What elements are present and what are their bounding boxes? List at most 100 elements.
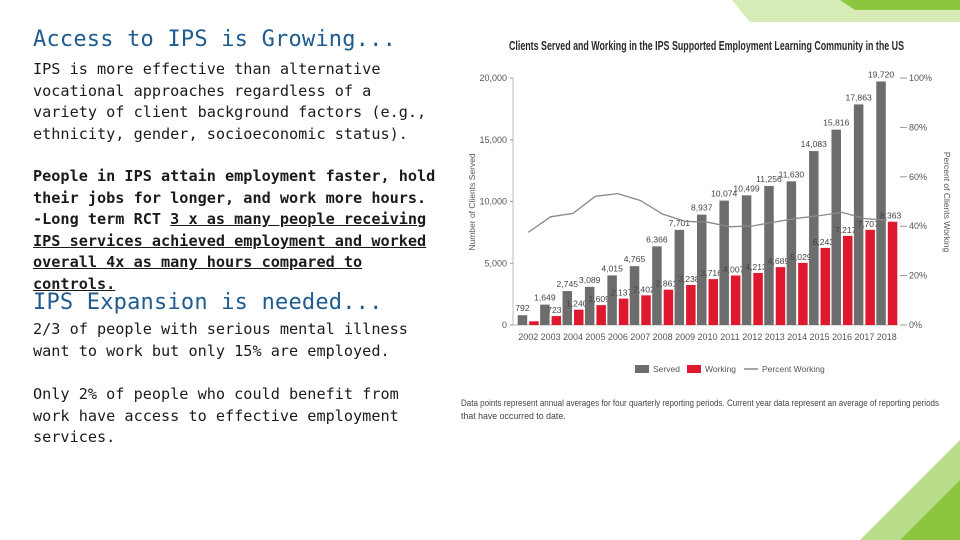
bar-working — [574, 309, 584, 325]
bar-working — [708, 279, 718, 325]
bar-served — [584, 286, 595, 325]
data-label-served: 11,630 — [779, 169, 805, 179]
y2-tick-label: 100% — [909, 73, 932, 83]
x-tick-label: 2004 — [563, 332, 583, 342]
bar-working — [887, 221, 898, 325]
data-label-working: 5,029 — [790, 252, 812, 262]
bar-working — [820, 247, 831, 325]
data-label-working: 7,217 — [835, 225, 857, 235]
data-label-served: 7,701 — [669, 218, 691, 228]
bar-served — [809, 151, 819, 325]
y-tick-label: 5,000 — [484, 258, 507, 268]
bar-working — [663, 289, 674, 325]
top-right-decoration — [732, 0, 960, 22]
x-tick-label: 2002 — [518, 332, 538, 342]
x-tick-label: 2006 — [608, 332, 628, 342]
y-tick-label: 10,000 — [479, 197, 507, 207]
data-label-working: 3,238 — [678, 274, 700, 284]
heading-expansion: IPS Expansion is needed... — [33, 290, 383, 315]
x-tick-label: 2018 — [877, 332, 897, 342]
bar-working — [730, 275, 741, 325]
bottom-right-decoration — [860, 440, 960, 540]
paragraph-outcomes: People in IPS attain employment faster, … — [33, 166, 443, 295]
heading-access: Access to IPS is Growing... — [33, 27, 397, 52]
data-label-working: 1,609 — [588, 294, 610, 304]
bar-working — [865, 229, 875, 325]
x-tick-label: 2005 — [585, 332, 605, 342]
x-tick-label: 2015 — [810, 332, 830, 342]
y2-tick-label: 60% — [909, 172, 927, 182]
bar-served — [607, 275, 617, 325]
data-label-working: 2,861 — [656, 279, 678, 289]
paragraph-effectiveness: IPS is more effective than alternative v… — [33, 60, 427, 143]
data-label-served: 11,256 — [756, 174, 782, 184]
x-tick-label: 2011 — [720, 332, 739, 342]
outcomes-bold-text: People in IPS attain employment faster, … — [33, 167, 436, 207]
x-tick-label: 2009 — [675, 332, 695, 342]
bar-working — [551, 316, 562, 325]
y-axis-title: Number of Clients Served — [467, 153, 477, 251]
y-tick-label: 20,000 — [479, 73, 507, 83]
y2-tick-label: 0% — [909, 320, 922, 330]
paragraph-access: Only 2% of people who could benefit from… — [33, 385, 399, 446]
y2-axis-title: Percent of Clients Working — [942, 152, 952, 253]
bar-working — [596, 305, 606, 325]
y2-tick-label: 20% — [909, 271, 927, 281]
bar-served — [831, 129, 841, 325]
bar-served — [629, 266, 640, 325]
data-label-served: 792 — [515, 303, 530, 313]
bar-served — [697, 214, 707, 325]
bar-served — [562, 291, 573, 325]
x-tick-label: 2013 — [765, 332, 785, 342]
bar-served — [517, 315, 528, 325]
line-percent-working — [527, 192, 887, 233]
x-tick-label: 2003 — [541, 332, 561, 342]
y-tick-label: 0 — [502, 320, 507, 330]
data-label-served: 14,083 — [801, 139, 828, 149]
data-label-working: 6,243 — [813, 237, 835, 247]
bar-working — [529, 321, 539, 325]
bar-served — [652, 246, 662, 325]
bar-served — [876, 81, 886, 325]
bar-served — [853, 104, 864, 325]
x-tick-label: 2007 — [630, 332, 650, 342]
data-label-working: 2,137 — [611, 288, 633, 298]
y-tick-label: 15,000 — [479, 135, 507, 145]
data-label-served: 10,074 — [711, 189, 738, 199]
data-label-working: 4,007 — [723, 265, 745, 275]
y2-tick-label: 40% — [909, 221, 927, 231]
data-label-served: 8,937 — [691, 203, 713, 213]
y2-tick-label: 80% — [909, 122, 927, 132]
bar-served — [764, 185, 774, 325]
data-label-served: 2,745 — [557, 279, 579, 289]
data-label-working: 4,213 — [745, 262, 767, 272]
bar-working — [753, 272, 763, 325]
legend-swatch-served — [635, 365, 649, 373]
bar-working — [641, 295, 651, 325]
x-tick-label: 2012 — [742, 332, 762, 342]
x-tick-label: 2016 — [832, 332, 852, 342]
data-label-working: 7,707 — [857, 219, 879, 229]
data-label-working: 3,716 — [700, 268, 722, 278]
bar-working — [842, 235, 853, 325]
legend-label-working: Working — [705, 364, 736, 374]
data-label-served: 17,863 — [845, 92, 872, 102]
x-tick-label: 2017 — [854, 332, 874, 342]
data-label-working: 8,363 — [880, 211, 902, 221]
ips-chart: Clients Served and Working in the IPS Su… — [461, 39, 952, 421]
bar-served — [741, 195, 752, 325]
bar-served — [786, 181, 797, 325]
x-tick-label: 2008 — [653, 332, 673, 342]
bar-served — [540, 304, 550, 325]
paragraph-want-to-work: 2/3 of people with serious mental illnes… — [33, 320, 408, 360]
data-label-served: 19,720 — [868, 69, 895, 79]
bar-served — [719, 200, 729, 325]
data-label-working: 1,240 — [566, 299, 588, 309]
x-tick-label: 2014 — [787, 332, 807, 342]
rct-underlined-text: 3 x as many people receiving IPS service… — [33, 210, 427, 293]
x-tick-label: 2010 — [697, 332, 717, 342]
data-label-working: 2,402 — [633, 284, 655, 294]
bar-working — [618, 298, 629, 325]
data-label-served: 6,366 — [646, 234, 668, 244]
legend-label-percent: Percent Working — [762, 364, 825, 374]
